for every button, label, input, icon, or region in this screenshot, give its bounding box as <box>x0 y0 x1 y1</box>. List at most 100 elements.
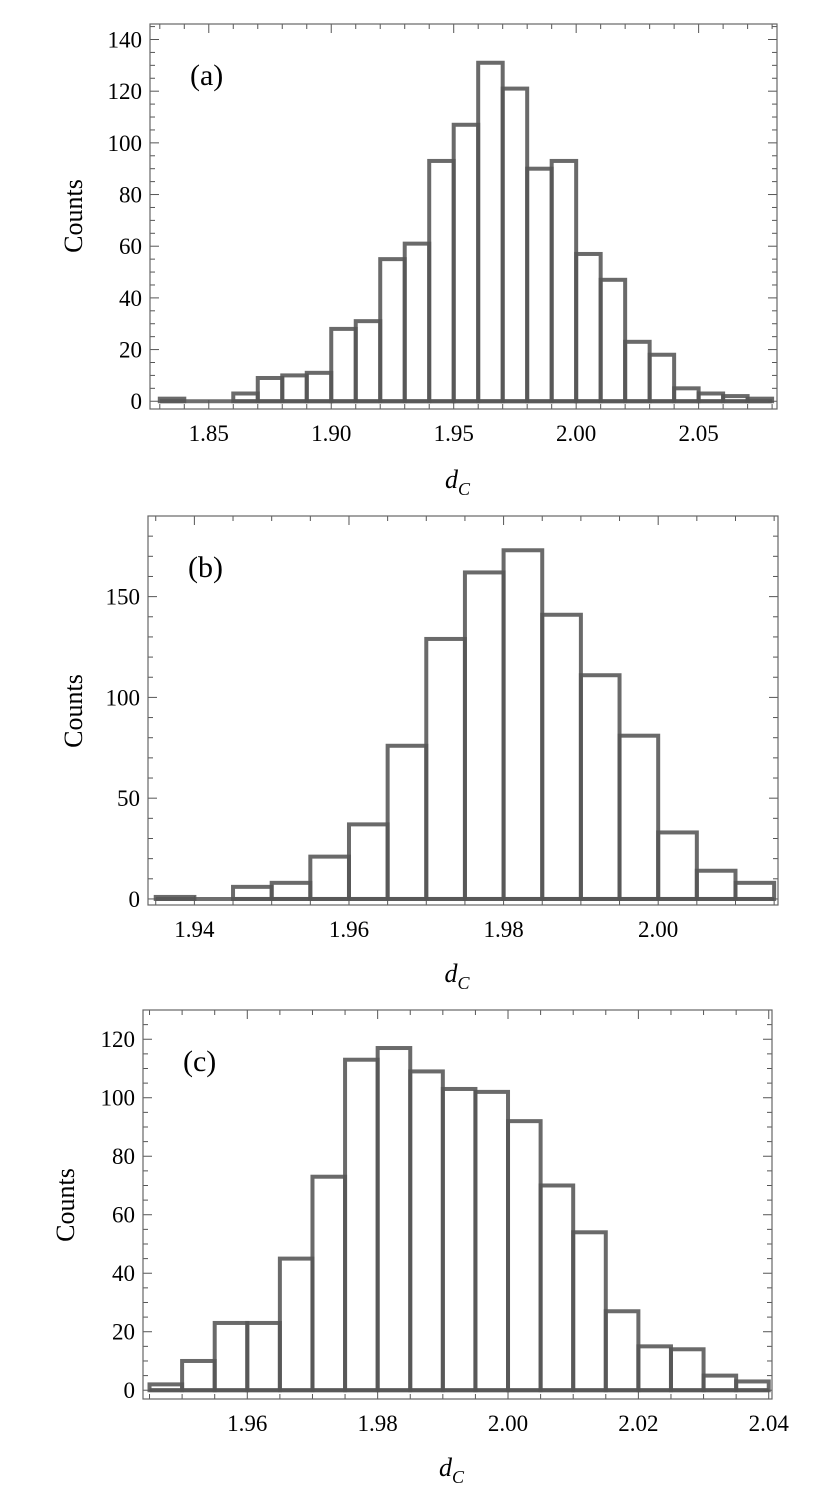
histogram-bar <box>540 612 583 901</box>
histogram-bar <box>473 1089 511 1393</box>
y-tick-label: 20 <box>112 1320 135 1345</box>
histogram-bar <box>500 86 530 404</box>
x-axis-label-subscript: C <box>458 479 471 499</box>
y-tick-label: 150 <box>106 585 141 610</box>
histogram-bar <box>427 158 456 404</box>
panel-label: (c) <box>183 1045 216 1078</box>
histogram-bar <box>538 1183 576 1393</box>
histogram-panel-a: 1.85 1.90 1.95 2.00 2.05 0 20 40 60 80 100 120 140 (… <box>59 23 778 499</box>
y-tick-label: 20 <box>119 338 142 363</box>
histogram-bar <box>598 277 628 404</box>
histogram-bar <box>280 373 309 404</box>
x-axis-label: dC <box>444 959 470 993</box>
x-axis-label-subscript: C <box>457 973 470 993</box>
y-axis-label: Counts <box>59 179 88 253</box>
histogram-bar <box>212 1320 250 1393</box>
plot-frame <box>147 515 779 906</box>
x-axis-label-main: d <box>444 959 458 988</box>
y-tick-label: 0 <box>129 887 141 912</box>
tick-labels: 1.96 1.98 2.00 2.02 2.04 0 20 40 60 80 100 120 <box>101 1027 790 1436</box>
histogram-bar <box>506 1119 543 1393</box>
x-axis-label-subscript: C <box>452 1467 465 1487</box>
histogram-bar <box>375 1046 413 1393</box>
y-tick-label: 100 <box>101 1086 136 1111</box>
histogram-bars <box>147 1046 771 1393</box>
histogram-bar <box>636 1344 673 1393</box>
histogram-bar <box>440 1086 478 1393</box>
histogram-bar <box>402 241 432 404</box>
x-axis-label: dC <box>439 1453 465 1487</box>
x-tick-label: 1.98 <box>483 917 523 942</box>
tick-labels: 1.85 1.90 1.95 2.00 2.05 0 20 40 60 80 100 120 140 <box>108 28 719 446</box>
histogram-bar <box>329 326 358 404</box>
x-axis-label-main: d <box>445 465 459 494</box>
histogram-bar <box>574 251 603 404</box>
histogram-bar <box>424 636 467 901</box>
histogram-bar <box>656 830 699 901</box>
histogram-bar <box>310 1174 348 1393</box>
y-tick-label: 60 <box>112 1203 135 1228</box>
y-tick-label: 40 <box>112 1261 135 1286</box>
y-tick-label: 50 <box>117 786 140 811</box>
histogram-bar <box>343 1057 380 1393</box>
x-tick-label: 1.96 <box>329 917 369 942</box>
histogram-bar <box>701 1373 739 1393</box>
histogram-bar <box>462 570 506 901</box>
histogram-bar <box>353 319 383 404</box>
y-tick-label: 100 <box>108 131 143 156</box>
histogram-bar <box>245 1320 282 1393</box>
histogram-panel-b: 1.94 1.96 1.98 2.00 0 50 100 150 (b) Counts dC <box>59 515 779 993</box>
histogram-bars <box>157 60 775 404</box>
y-axis-label: Counts <box>59 674 88 748</box>
x-axis-label: dC <box>445 465 471 499</box>
histogram-bar <box>277 1256 315 1393</box>
x-tick-label: 2.05 <box>679 421 719 446</box>
histogram-bar <box>623 339 652 404</box>
y-tick-label: 120 <box>108 79 143 104</box>
x-tick-label: 1.98 <box>358 1411 398 1436</box>
histogram-bar <box>578 673 622 901</box>
y-tick-label: 80 <box>112 1144 135 1169</box>
histogram-bar <box>525 166 554 404</box>
histogram-bar <box>255 375 285 404</box>
histogram-bar <box>617 733 661 901</box>
histogram-bar <box>733 880 777 901</box>
x-tick-label: 1.94 <box>174 917 215 942</box>
histogram-bar <box>451 122 481 404</box>
histogram-bar <box>346 822 390 901</box>
y-tick-label: 140 <box>108 28 143 53</box>
x-tick-label: 1.90 <box>311 421 351 446</box>
histogram-bar <box>603 1309 641 1393</box>
y-tick-label: 0 <box>124 1378 136 1403</box>
x-tick-label: 2.00 <box>638 917 678 942</box>
y-tick-label: 0 <box>131 389 143 414</box>
y-tick-label: 60 <box>119 234 142 259</box>
x-axis-label-main: d <box>439 1453 453 1482</box>
histogram-bars <box>153 548 777 901</box>
x-tick-label: 2.04 <box>749 1411 790 1436</box>
x-tick-label: 1.96 <box>227 1411 267 1436</box>
x-tick-label: 1.85 <box>189 421 229 446</box>
histogram-bar <box>180 1358 217 1393</box>
axes-ticks <box>150 24 777 409</box>
histogram-bar <box>549 158 579 404</box>
x-tick-label: 1.95 <box>434 421 474 446</box>
y-tick-label: 40 <box>119 286 142 311</box>
tick-labels: 1.94 1.96 1.98 2.00 0 50 100 150 <box>106 585 679 942</box>
histogram-bar <box>694 868 738 901</box>
panel-label: (a) <box>190 59 223 92</box>
histogram-bar <box>408 1069 445 1393</box>
histogram-bar <box>385 743 429 901</box>
y-axis-label: Counts <box>51 1168 80 1242</box>
x-tick-label: 2.02 <box>618 1411 658 1436</box>
histogram-bar <box>308 854 351 901</box>
x-tick-label: 2.00 <box>488 1411 528 1436</box>
y-tick-label: 80 <box>119 183 142 208</box>
histogram-bar <box>571 1230 608 1393</box>
histogram-bar <box>501 548 545 901</box>
panel-label: (b) <box>188 551 223 584</box>
axes-ticks <box>143 1009 772 1399</box>
histogram-bar <box>378 257 407 404</box>
